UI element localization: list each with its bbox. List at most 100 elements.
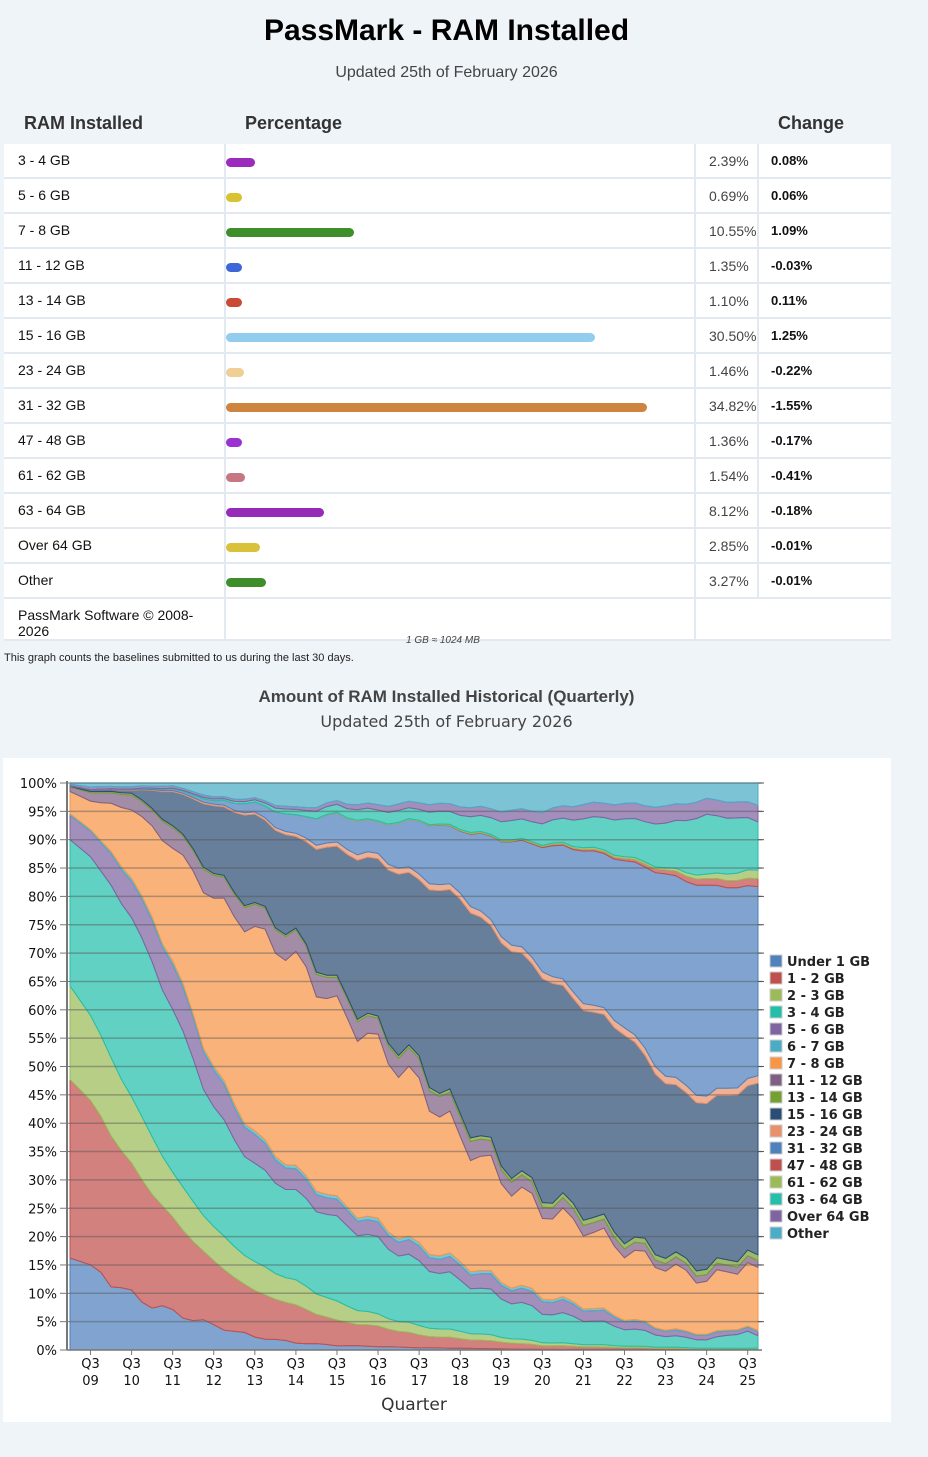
legend-swatch bbox=[769, 1039, 783, 1053]
legend-label: 7 - 8 GB bbox=[787, 1057, 845, 1072]
x-tick-label: Q3 bbox=[615, 1357, 634, 1372]
x-tick-label: 25 bbox=[739, 1374, 756, 1389]
column-header-change: Change bbox=[758, 102, 891, 144]
change-value: 0.06% bbox=[758, 178, 891, 214]
percentage-value: 1.35% bbox=[695, 248, 759, 284]
table-row: 5 - 6 GB 0.69% 0.06% bbox=[4, 178, 891, 214]
legend-item[interactable]: 31 - 32 GB bbox=[769, 1141, 863, 1157]
y-tick-label: 70% bbox=[28, 947, 57, 962]
ram-size-label: 13 - 14 GB bbox=[4, 283, 225, 319]
legend-label: 23 - 24 GB bbox=[787, 1125, 863, 1140]
y-tick-label: 85% bbox=[28, 862, 57, 877]
x-tick-label: 14 bbox=[288, 1374, 305, 1389]
percentage-value: 3.27% bbox=[695, 563, 759, 599]
x-tick-label: 20 bbox=[534, 1374, 551, 1389]
percentage-bar-cell bbox=[224, 248, 696, 284]
percentage-bar-cell bbox=[224, 458, 696, 494]
percentage-bar-cell bbox=[224, 318, 696, 354]
stacked-area-chart: 0% 5% 10% 15% 20% 25% 30% 35% 40% 45% 50% 55% 60% 65%… bbox=[20, 777, 870, 1415]
ram-size-label: 47 - 48 GB bbox=[4, 423, 225, 459]
legend-item[interactable]: 2 - 3 GB bbox=[769, 988, 845, 1004]
x-tick-label: 15 bbox=[329, 1374, 346, 1389]
legend-item[interactable]: Over 64 GB bbox=[769, 1209, 869, 1225]
table-row: Other 3.27% -0.01% bbox=[4, 563, 891, 599]
change-value: -0.03% bbox=[758, 248, 891, 284]
x-tick-label: Q3 bbox=[246, 1357, 265, 1372]
legend-swatch bbox=[769, 1158, 783, 1172]
table-row: 47 - 48 GB 1.36% -0.17% bbox=[4, 423, 891, 459]
legend-item[interactable]: 7 - 8 GB bbox=[769, 1056, 845, 1072]
legend-label: Over 64 GB bbox=[787, 1210, 869, 1225]
percentage-bar-cell bbox=[224, 283, 696, 319]
legend-item[interactable]: 63 - 64 GB bbox=[769, 1192, 863, 1208]
legend-item[interactable]: 23 - 24 GB bbox=[769, 1124, 863, 1140]
percentage-bar-cell bbox=[224, 178, 696, 214]
ram-size-label: Other bbox=[4, 563, 225, 599]
column-header-ram: RAM Installed bbox=[4, 102, 225, 144]
table-row: 61 - 62 GB 1.54% -0.41% bbox=[4, 458, 891, 494]
legend-item[interactable]: 47 - 48 GB bbox=[769, 1158, 863, 1174]
ram-size-label: 63 - 64 GB bbox=[4, 493, 225, 529]
updated-date: Updated 25th of February 2026 bbox=[335, 64, 558, 81]
x-tick-label: Q3 bbox=[410, 1357, 429, 1372]
change-value: -0.41% bbox=[758, 458, 891, 494]
x-tick-label: Q3 bbox=[205, 1357, 224, 1372]
legend-label: 11 - 12 GB bbox=[787, 1074, 863, 1089]
change-value: -0.01% bbox=[758, 528, 891, 564]
legend-swatch bbox=[769, 954, 783, 968]
ram-size-label: 15 - 16 GB bbox=[4, 318, 225, 354]
percentage-bar-cell bbox=[224, 493, 696, 529]
percentage-bar-cell bbox=[224, 353, 696, 389]
legend-label: 15 - 16 GB bbox=[787, 1108, 863, 1123]
x-tick-label: 09 bbox=[82, 1374, 99, 1389]
x-tick-label: Q3 bbox=[328, 1357, 347, 1372]
legend-item[interactable]: 6 - 7 GB bbox=[769, 1039, 845, 1055]
y-tick-label: 90% bbox=[28, 834, 57, 849]
legend-label: 47 - 48 GB bbox=[787, 1159, 863, 1174]
y-tick-label: 95% bbox=[28, 805, 57, 820]
change-value: 0.11% bbox=[758, 283, 891, 319]
legend-item[interactable]: Under 1 GB bbox=[769, 954, 870, 970]
table-row: 3 - 4 GB 2.39% 0.08% bbox=[4, 144, 891, 179]
legend-swatch bbox=[769, 1124, 783, 1138]
legend-swatch bbox=[769, 971, 783, 985]
legend-item[interactable]: 5 - 6 GB bbox=[769, 1022, 845, 1038]
percentage-bar-cell bbox=[224, 213, 696, 249]
table-row: 63 - 64 GB 8.12% -0.18% bbox=[4, 493, 891, 529]
ram-size-label: 5 - 6 GB bbox=[4, 178, 225, 214]
percentage-bar bbox=[226, 508, 325, 517]
table-footer-row: PassMark Software © 2008-2026 bbox=[4, 598, 891, 641]
x-tick-label: 21 bbox=[575, 1374, 592, 1389]
legend-item[interactable]: 11 - 12 GB bbox=[769, 1073, 863, 1089]
percentage-value: 2.85% bbox=[695, 528, 759, 564]
change-value: -0.01% bbox=[758, 563, 891, 599]
percentage-bar bbox=[226, 158, 255, 167]
legend-swatch bbox=[769, 988, 783, 1002]
x-tick-label: 10 bbox=[123, 1374, 140, 1389]
percentage-bar bbox=[226, 473, 245, 482]
ram-size-label: 31 - 32 GB bbox=[4, 388, 225, 424]
legend-item[interactable]: Other bbox=[769, 1226, 829, 1242]
legend-item[interactable]: 61 - 62 GB bbox=[769, 1175, 863, 1191]
legend-label: 6 - 7 GB bbox=[787, 1040, 845, 1055]
percentage-bar bbox=[226, 263, 243, 272]
legend-label: 13 - 14 GB bbox=[787, 1091, 863, 1106]
percentage-value: 1.36% bbox=[695, 423, 759, 459]
percentage-value: 10.55% bbox=[695, 213, 759, 249]
legend-item[interactable]: 15 - 16 GB bbox=[769, 1107, 863, 1123]
legend-swatch bbox=[769, 1192, 783, 1206]
x-tick-label: Q3 bbox=[163, 1357, 182, 1372]
y-tick-label: 0% bbox=[36, 1344, 57, 1359]
table-row: Over 64 GB 2.85% -0.01% bbox=[4, 528, 891, 564]
legend-item[interactable]: 3 - 4 GB bbox=[769, 1005, 845, 1021]
table-row: 31 - 32 GB 34.82% -1.55% bbox=[4, 388, 891, 424]
percentage-bar bbox=[226, 333, 596, 342]
percentage-bar bbox=[226, 193, 242, 202]
y-tick-label: 55% bbox=[28, 1032, 57, 1047]
legend-item[interactable]: 13 - 14 GB bbox=[769, 1090, 863, 1106]
percentage-value: 2.39% bbox=[695, 144, 759, 179]
y-tick-label: 10% bbox=[28, 1287, 57, 1302]
legend-item[interactable]: 1 - 2 GB bbox=[769, 971, 845, 987]
percentage-bar-cell bbox=[224, 144, 696, 179]
x-tick-label: 17 bbox=[411, 1374, 428, 1389]
